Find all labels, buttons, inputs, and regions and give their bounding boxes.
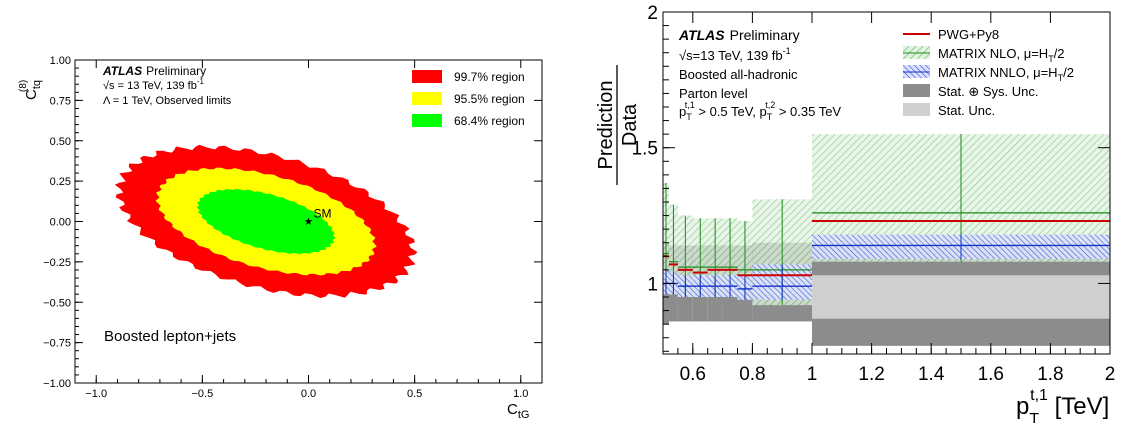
- ratio-chart: 0.6 0.8 1 1.2 1.4 1.6 1.8 2 1 1.5 2 Prediction Dat…: [595, 3, 1115, 423]
- right-x-tick-label: 0.8: [739, 364, 765, 385]
- legend-label-matrix-nlo: MATRIX NLO, μ=HT/2: [938, 46, 1065, 64]
- right-x-axis-label: pTt,1 [TeV]: [1016, 387, 1109, 423]
- right-x-tick-label: 0.6: [680, 364, 706, 385]
- right-y-axis-label: Prediction Data: [595, 65, 641, 185]
- left-x-axis-label: CtG: [507, 401, 529, 421]
- left-energy-label: √s = 13 TeV, 139 fb-1: [103, 77, 204, 92]
- right-x-tick-label: 1: [807, 364, 818, 385]
- left-legend: 99.7% region 95.5% region 68.4% region: [412, 70, 525, 128]
- legend-label-stat-unc: Stat. Unc.: [938, 103, 995, 118]
- right-y-tick-label: 1: [647, 274, 658, 295]
- region-68-4: [196, 188, 336, 255]
- legend-label-99-7: 99.7% region: [454, 70, 525, 84]
- left-x-tick-label: 0.5: [407, 388, 422, 400]
- ratio-bands: [663, 134, 1110, 346]
- right-x-tick-label: 1.6: [978, 364, 1004, 385]
- ratio-numerator-label: Prediction: [595, 81, 617, 170]
- left-axis-ticks: −1.0 −0.5 0.0 0.5 1.0 1.00 0.75 0.50 0.25 0.00 −0.…: [43, 55, 542, 400]
- left-atlas-label: ATLAS Preliminary: [102, 64, 206, 78]
- stat-band: [812, 275, 1110, 319]
- sm-point-label: SM: [314, 207, 332, 221]
- left-x-tick-label: 1.0: [513, 388, 528, 400]
- right-y-tick-label: 2: [647, 3, 658, 24]
- right-channel-label: Boosted all-hadronic: [679, 67, 798, 82]
- legend-swatch-68-4: [412, 114, 442, 127]
- left-y-tick-label: 0.75: [50, 95, 71, 107]
- legend-label-stat-sys-unc: Stat. ⊕ Sys. Unc.: [938, 84, 1038, 99]
- right-energy-label: √s=13 TeV, 139 fb-1: [679, 46, 791, 63]
- right-x-tick-label: 1.4: [918, 364, 945, 385]
- left-y-tick-label: 1.00: [50, 55, 71, 67]
- confidence-regions: [114, 144, 418, 298]
- left-y-tick-label: −1.00: [43, 378, 71, 390]
- sm-point-marker: [304, 217, 313, 225]
- left-y-tick-label: −0.75: [43, 338, 71, 350]
- legend-label-95-5: 95.5% region: [454, 92, 525, 106]
- left-x-tick-label: 0.0: [301, 388, 316, 400]
- ratio-denominator-label: Data: [619, 103, 641, 146]
- left-y-tick-label: −0.50: [43, 297, 71, 309]
- left-y-tick-label: 0.00: [50, 217, 71, 229]
- left-lambda-label: Λ = 1 TeV, Observed limits: [103, 95, 232, 107]
- legend-label-matrix-nnlo: MATRIX NNLO, μ=HT/2: [938, 65, 1074, 83]
- channel-annotation: Boosted lepton+jets: [104, 328, 236, 345]
- left-y-tick-label: −0.25: [43, 257, 71, 269]
- right-x-tick-label: 1.8: [1037, 364, 1063, 385]
- right-y-tick-label: 1.5: [632, 139, 658, 160]
- right-level-label: Parton level: [679, 86, 748, 101]
- legend-label-pwg-py8: PWG+Py8: [938, 27, 999, 42]
- right-x-tick-label: 1.2: [858, 364, 884, 385]
- left-y-tick-label: 0.50: [50, 136, 71, 148]
- right-axis-ticks: 0.6 0.8 1 1.2 1.4 1.6 1.8 2 1 1.5 2: [632, 3, 1116, 385]
- legend-swatch-stat-unc: [903, 103, 930, 116]
- eft-limits-chart: −1.0 −0.5 0.0 0.5 1.0 1.00 0.75 0.50 0.25 0.00 −0.…: [18, 55, 543, 421]
- left-y-axis-label: Ctq(8): [18, 80, 43, 100]
- right-cuts-label: pTt,1 > 0.5 TeV, pTt,2 > 0.35 TeV: [679, 100, 841, 122]
- legend-label-68-4: 68.4% region: [454, 114, 525, 128]
- legend-swatch-stat-sys-unc: [903, 84, 930, 97]
- left-y-tick-label: 0.25: [50, 176, 71, 188]
- right-x-tick-label: 2: [1105, 364, 1116, 385]
- legend-swatch-95-5: [412, 92, 442, 105]
- right-atlas-label: ATLAS Preliminary: [678, 27, 800, 43]
- legend-swatch-99-7: [412, 70, 442, 83]
- left-x-tick-label: −0.5: [192, 388, 214, 400]
- left-x-tick-label: −1.0: [85, 388, 107, 400]
